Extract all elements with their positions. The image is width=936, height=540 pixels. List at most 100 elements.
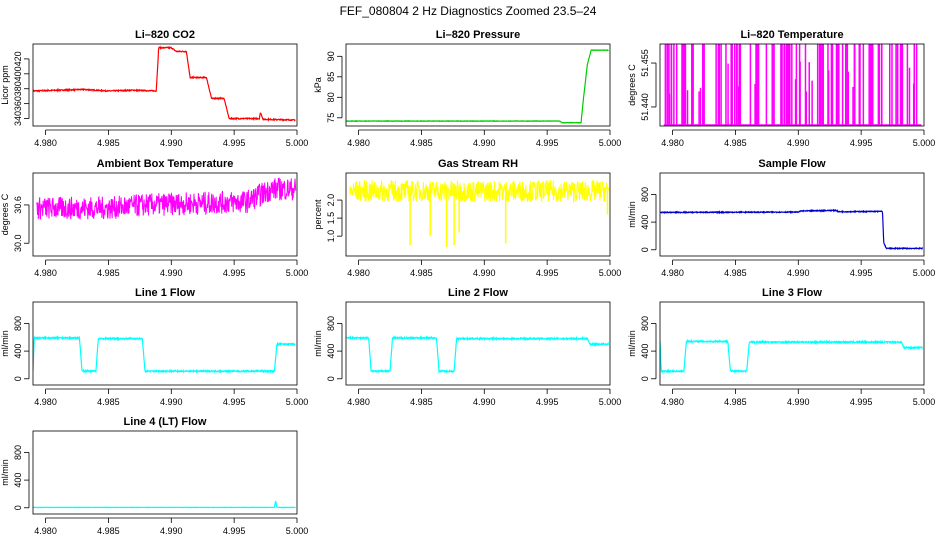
panel-2-xtick-label: 4.985 <box>410 138 433 148</box>
panel-5-xtick-label: 5.000 <box>599 268 622 278</box>
panel-5-ytick-label: 1.0 <box>326 230 336 243</box>
panel-3-ylabel: degrees C <box>627 64 637 106</box>
panel-6-series <box>660 208 924 251</box>
panel-3-xtick-label: 5.000 <box>913 138 936 148</box>
panel-6-title: Sample Flow <box>758 158 826 170</box>
panel-7-series-line-1 <box>33 334 296 375</box>
panel-8-ytick-label: 400 <box>326 344 336 359</box>
panel-6-xtick-label: 4.985 <box>724 268 747 278</box>
panel-2-ytick-label: 80 <box>326 92 336 102</box>
panel-9-ytick-label: 0 <box>640 376 650 381</box>
panel-5-xtick-label: 4.985 <box>410 268 433 278</box>
panel-2-xtick-label: 4.980 <box>347 138 370 148</box>
panel-2-ytick-label: 75 <box>326 113 336 123</box>
panel-8-xtick-label: 4.995 <box>536 397 559 407</box>
panel-10-ytick-label: 0 <box>13 505 23 510</box>
panel-4-xtick-label: 4.995 <box>223 268 246 278</box>
panel-10-ytick-label: 400 <box>13 473 23 488</box>
panel-5-title: Gas Stream RH <box>438 158 518 170</box>
panel-7-title: Line 1 Flow <box>135 287 195 299</box>
panel-9-ytick-label: 400 <box>640 344 650 359</box>
panel-3-series <box>663 44 922 126</box>
panel-1-ylabel: Licor ppm <box>0 65 10 105</box>
panel-7-series <box>33 334 296 375</box>
panel-2-xtick-label: 5.000 <box>599 138 622 148</box>
panel-3-frame <box>659 43 925 127</box>
panel-9-frame <box>659 301 925 386</box>
panel-grid: Li–820 CO2 4.980 4.985 4.990 4.995 5.000 34036… <box>0 29 935 536</box>
panel-5-xtick-label: 4.980 <box>347 268 370 278</box>
panel-1: Li–820 CO2 4.980 4.985 4.990 4.995 5.000 34036… <box>0 29 308 148</box>
panel-9-xtick-label: 4.985 <box>724 397 747 407</box>
panel-5: Gas Stream RH 4.980 4.985 4.990 4.995 5.000 1.… <box>313 158 621 278</box>
panel-8-series <box>346 334 610 374</box>
panel-10-ytick-label: 800 <box>13 445 23 460</box>
panel-8-xtick-label: 4.990 <box>473 397 496 407</box>
panel-3-xtick-label: 4.980 <box>661 138 684 148</box>
panel-8-ytick-label: 800 <box>326 316 336 331</box>
panel-6-xtick-label: 4.980 <box>661 268 684 278</box>
panel-7-ytick-label: 0 <box>13 376 23 381</box>
panel-1-ytick-label: 340 <box>13 111 23 126</box>
panel-4-ylabel: degrees C <box>0 193 10 235</box>
panel-10-frame <box>32 430 298 515</box>
panel-1-xtick-label: 4.995 <box>223 138 246 148</box>
panel-7-xtick-label: 4.995 <box>223 397 246 407</box>
panel-2-title: Li–820 Pressure <box>436 29 520 41</box>
panel-4-title: Ambient Box Temperature <box>97 158 234 170</box>
panel-6-ytick-label: 800 <box>640 187 650 202</box>
panel-9-series-line-1 <box>660 338 924 374</box>
panel-9: Line 3 Flow 4.980 4.985 4.990 4.995 5.000 0 400… <box>627 287 935 407</box>
panel-9-xtick-label: 4.990 <box>787 397 810 407</box>
panel-4-ytick-label: 30.6 <box>13 196 23 214</box>
panel-8-xtick-label: 4.985 <box>410 397 433 407</box>
panel-10-ylabel: ml/min <box>0 459 10 486</box>
panel-1-xtick-label: 4.990 <box>160 138 183 148</box>
panel-1-series-line-1 <box>33 45 296 122</box>
panel-7-xtick-label: 4.980 <box>34 397 57 407</box>
panel-3-xtick-label: 4.985 <box>724 138 747 148</box>
panel-2-xtick-label: 4.995 <box>536 138 559 148</box>
panel-9-title: Line 3 Flow <box>762 287 822 299</box>
panel-4-series <box>36 177 297 220</box>
panel-2-series <box>346 48 609 124</box>
panel-10-xtick-label: 4.985 <box>97 526 120 536</box>
panel-6: Sample Flow 4.980 4.985 4.990 4.995 5.000 0 400… <box>627 158 935 278</box>
panel-6-xtick-label: 5.000 <box>913 268 936 278</box>
panel-10: Line 4 (LT) Flow 4.980 4.985 4.990 4.995 5.00… <box>0 416 308 536</box>
panel-8-xtick-label: 5.000 <box>599 397 622 407</box>
panel-10-series <box>33 500 296 509</box>
panel-9-xtick-label: 4.995 <box>850 397 873 407</box>
panel-4-xtick-label: 4.980 <box>34 268 57 278</box>
panel-7-frame <box>32 301 298 386</box>
panel-3-ytick-label: 51.440 <box>640 93 650 121</box>
panel-3-xtick-label: 4.990 <box>787 138 810 148</box>
panel-8-series-line-1 <box>346 334 610 374</box>
panel-5-series <box>349 180 610 247</box>
panel-10-title: Line 4 (LT) Flow <box>124 416 207 428</box>
panel-8: Line 2 Flow 4.980 4.985 4.990 4.995 5.000 0 400… <box>313 287 621 407</box>
panel-2: Li–820 Pressure 4.980 4.985 4.990 4.995 5.000… <box>313 29 621 148</box>
panel-4-ytick-label: 30.0 <box>13 234 23 252</box>
panel-7-ytick-label: 400 <box>13 344 23 359</box>
panel-2-xtick-label: 4.990 <box>473 138 496 148</box>
panel-5-xtick-label: 4.995 <box>536 268 559 278</box>
panel-4-xtick-label: 5.000 <box>286 268 309 278</box>
panel-10-xtick-label: 4.990 <box>160 526 183 536</box>
panel-5-ytick-label: 2.0 <box>326 194 336 207</box>
panel-1-series <box>33 45 296 122</box>
panel-1-xtick-label: 4.980 <box>34 138 57 148</box>
panel-6-series-line-1 <box>660 208 924 251</box>
panel-1-ytick-label: 400 <box>13 66 23 81</box>
panel-5-frame <box>345 172 611 257</box>
panel-10-xtick-label: 4.980 <box>34 526 57 536</box>
panel-7: Line 1 Flow 4.980 4.985 4.990 4.995 5.000 0 400… <box>0 287 308 407</box>
panel-2-ylabel: kPa <box>313 77 323 93</box>
panel-7-ytick-label: 800 <box>13 316 23 331</box>
panel-6-ytick-label: 400 <box>640 215 650 230</box>
panel-9-ytick-label: 800 <box>640 316 650 331</box>
panel-4: Ambient Box Temperature 4.980 4.985 4.990 4.… <box>0 158 308 278</box>
panel-1-ytick-label: 360 <box>13 96 23 111</box>
panel-2-ytick-label: 90 <box>326 51 336 61</box>
